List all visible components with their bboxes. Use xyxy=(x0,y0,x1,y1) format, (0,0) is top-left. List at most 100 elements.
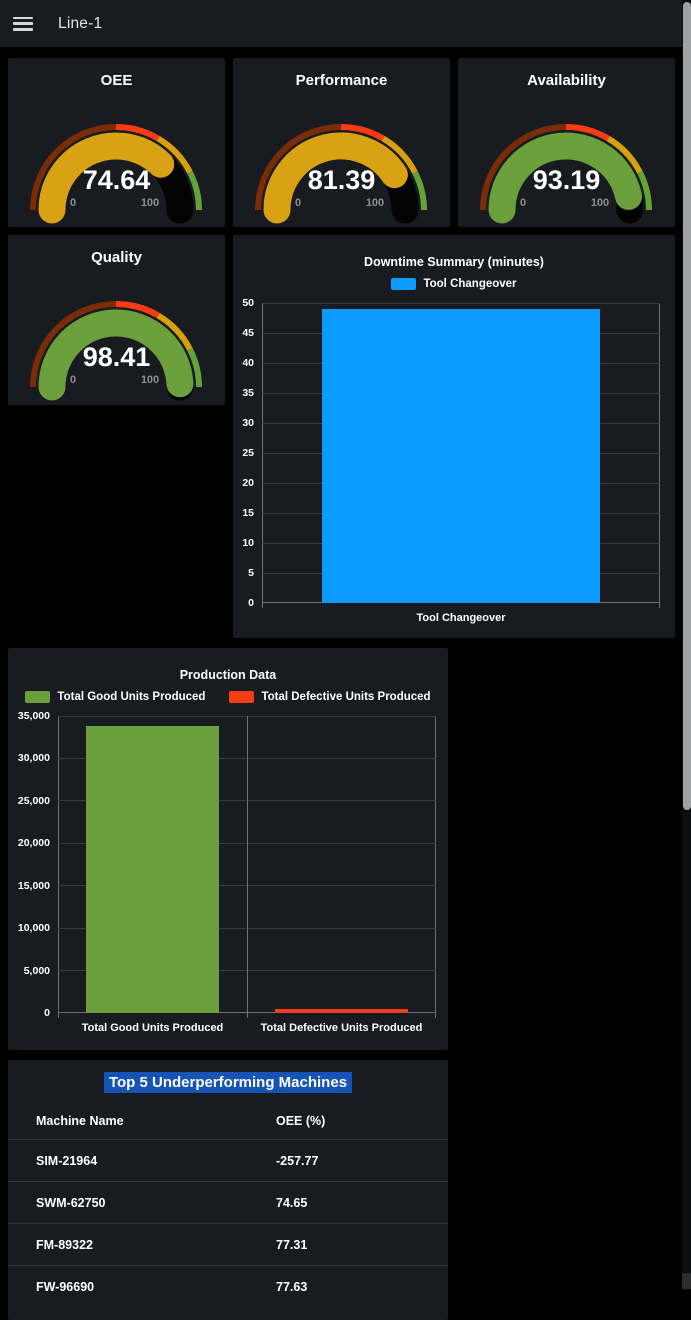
category-divider xyxy=(246,716,248,1013)
y-tick-label: 25 xyxy=(242,447,254,459)
gauge-threshold-ring-0 xyxy=(480,124,567,211)
gauge-threshold-ring-3 xyxy=(187,347,202,388)
legend-item[interactable]: Tool Changeover xyxy=(391,278,517,290)
legend-label: Tool Changeover xyxy=(423,278,517,290)
x-tick-mark xyxy=(434,1013,436,1018)
x-tick-label: Total Defective Units Produced xyxy=(260,1022,423,1034)
y-tick-label: 50 xyxy=(242,297,254,309)
menu-icon[interactable] xyxy=(13,16,33,31)
cell-oee: 77.31 xyxy=(276,1238,308,1252)
gauge-threshold-ring-1 xyxy=(340,124,385,142)
y-tick-label: 35,000 xyxy=(17,710,50,722)
chart-title: Production Data xyxy=(179,668,277,682)
y-tick-label: 0 xyxy=(248,597,254,609)
x-tick-mark xyxy=(57,1013,59,1018)
chart-legend: Total Good Units Produced Total Defective… xyxy=(8,690,448,704)
y-tick-label: 40 xyxy=(242,357,254,369)
dashboard-title: Line-1 xyxy=(58,14,103,32)
gauge-oee xyxy=(30,124,202,224)
gauge-value: 81.39 xyxy=(307,165,376,195)
legend-swatch xyxy=(229,691,255,703)
panel-title: Performance xyxy=(295,72,388,89)
y-tick-label: 5,000 xyxy=(23,964,50,977)
cell-machine-name: FW-96690 xyxy=(36,1280,95,1294)
column-header-oee: OEE (%) xyxy=(276,1114,326,1128)
legend-item[interactable]: Total Defective Units Produced xyxy=(229,691,431,703)
panel-title: Quality xyxy=(91,249,142,266)
gauge-threshold-ring-2 xyxy=(156,135,193,174)
table-row: FM-89322 77.31 xyxy=(8,1223,448,1266)
legend-label: Total Good Units Produced xyxy=(57,691,206,703)
y-tick-label: 30 xyxy=(242,417,254,429)
y-tick-label: 35 xyxy=(242,387,254,399)
gauge-threshold-ring-2 xyxy=(156,312,193,351)
gauge-max-label: 100 xyxy=(140,197,160,209)
gauge-max-label: 100 xyxy=(590,197,610,209)
gauge-threshold-ring-3 xyxy=(412,170,427,211)
panel-title: Availability xyxy=(527,72,606,89)
legend-item[interactable]: Total Good Units Produced xyxy=(25,691,205,703)
panel-performance: Performance 81.39 0 100 xyxy=(233,58,450,227)
scrollbar-down-button[interactable] xyxy=(682,1273,691,1289)
table-row: SWM-62750 74.65 xyxy=(8,1181,448,1224)
y-tick-label: 45 xyxy=(242,327,254,339)
column-header-machine-name: Machine Name xyxy=(36,1114,124,1128)
table-title-wrap: Top 5 Underperforming Machines xyxy=(8,1072,448,1093)
gauge-threshold-ring-2 xyxy=(381,135,418,174)
y-tick-label: 30,000 xyxy=(17,752,50,765)
panel-top5-machines: Top 5 Underperforming Machines Machine N… xyxy=(8,1060,448,1320)
x-tick-mark xyxy=(658,603,660,608)
gauge-value-arc xyxy=(38,132,175,224)
scrollbar-thumb[interactable] xyxy=(682,2,691,810)
cell-oee: 74.65 xyxy=(276,1196,308,1210)
y-tick-label: 25,000 xyxy=(17,794,50,807)
gauge-quality xyxy=(30,301,202,401)
gauge-min-label: 0 xyxy=(519,197,527,209)
gauge-value: 74.64 xyxy=(82,165,151,195)
gauge-performance xyxy=(255,124,427,224)
gauge-max-label: 100 xyxy=(365,197,385,209)
cell-machine-name: FM-89322 xyxy=(36,1238,93,1252)
bar-0[interactable] xyxy=(321,309,601,603)
gauge-threshold-ring-3 xyxy=(637,170,652,211)
top-bar: Line-1 xyxy=(0,0,682,47)
gauge-min-label: 0 xyxy=(294,197,302,209)
y-tick-label: 15 xyxy=(242,507,254,519)
legend-label: Total Defective Units Produced xyxy=(261,691,431,703)
bar-1[interactable] xyxy=(275,1008,408,1013)
gauge-threshold-ring-2 xyxy=(606,135,643,174)
legend-swatch xyxy=(25,691,51,703)
table-row: SIM-21964 -257.77 xyxy=(8,1139,448,1182)
table-header: Machine Name OEE (%) xyxy=(8,1107,448,1135)
table-row: FW-96690 77.63 xyxy=(8,1265,448,1308)
cell-oee: 77.63 xyxy=(276,1280,308,1294)
gauge-threshold-ring-0 xyxy=(255,124,342,211)
cell-oee: -257.77 xyxy=(276,1154,319,1168)
gauge-threshold-ring-3 xyxy=(187,170,202,211)
y-tick-label: 10,000 xyxy=(17,922,50,935)
gauge-value-arc xyxy=(488,132,643,224)
x-tick-mark xyxy=(261,603,263,608)
cell-machine-name: SIM-21964 xyxy=(36,1154,98,1168)
table-title: Top 5 Underperforming Machines xyxy=(103,1072,353,1093)
chart-legend: Tool Changeover xyxy=(233,277,675,291)
y-tick-label: 0 xyxy=(44,1007,50,1019)
gridline-h xyxy=(262,302,660,304)
panel-availability: Availability 93.19 0 100 xyxy=(458,58,675,227)
bar-0[interactable] xyxy=(86,726,219,1013)
panel-oee: OEE 74.64 0 100 xyxy=(8,58,225,227)
gauge-value-arc xyxy=(38,309,194,401)
panel-downtime-summary: Downtime Summary (minutes) Tool Changeove… xyxy=(233,235,675,638)
x-tick-label: Total Good Units Produced xyxy=(81,1022,224,1034)
gauge-threshold-ring-1 xyxy=(115,124,160,142)
cell-machine-name: SWM-62750 xyxy=(36,1196,106,1210)
gauge-value: 98.41 xyxy=(82,342,151,372)
gauge-threshold-ring-0 xyxy=(30,301,117,388)
y-tick-label: 5 xyxy=(248,567,254,579)
scrollbar-track[interactable] xyxy=(682,0,691,1289)
gauge-threshold-ring-1 xyxy=(565,124,610,142)
y-tick-label: 20,000 xyxy=(17,837,50,850)
gauge-value: 93.19 xyxy=(532,165,601,195)
x-tick-mark xyxy=(246,1013,248,1018)
legend-swatch xyxy=(391,278,417,290)
